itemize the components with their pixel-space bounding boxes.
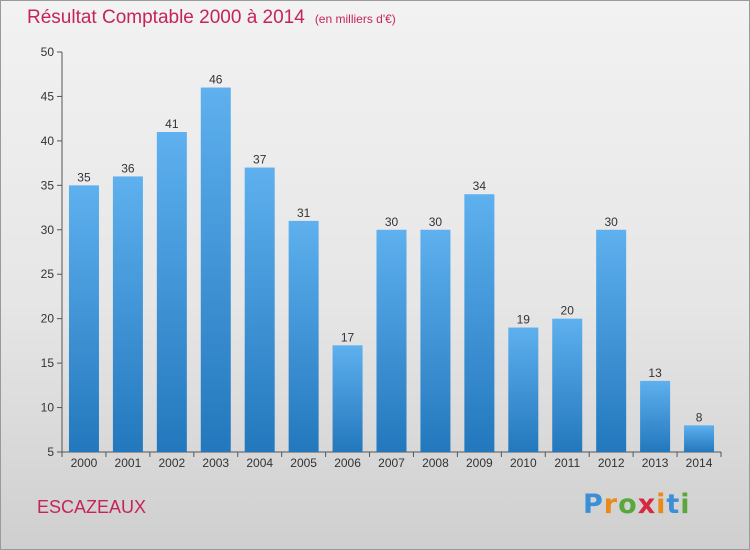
y-tick-label: 40 [41,134,55,148]
bar-2013 [640,380,671,452]
x-tick-label: 2000 [71,456,98,470]
chart-title-text: Résultat Comptable 2000 à 2014 [27,7,305,28]
bars [68,87,715,453]
data-label-2003: 46 [209,73,223,87]
x-tick-label: 2003 [202,456,229,470]
x-tick-label: 2011 [554,456,580,470]
bar-2006 [332,345,363,452]
bar-2001 [112,176,143,452]
x-tick-label: 2004 [246,456,273,470]
y-tick-label: 5 [47,445,54,459]
x-tick-label: 2013 [642,456,669,470]
data-label-2002: 41 [165,117,179,131]
y-tick-label: 50 [41,45,55,59]
bar-2008 [420,229,451,452]
y-tick-label: 20 [41,312,55,326]
logo-letter: t [666,489,681,520]
x-tick-label: 2001 [115,456,142,470]
logo-letter: x [637,489,657,520]
data-label-2011: 20 [561,304,575,318]
logo-letter: i [656,489,667,520]
bar-2000 [68,185,99,453]
x-tick-label: 2007 [378,456,405,470]
data-label-2013: 13 [648,366,662,380]
bar-2012 [596,229,627,452]
data-label-2014: 8 [696,410,703,424]
data-label-2000: 35 [77,170,91,184]
logo-letter: o [618,489,638,520]
data-label-2010: 19 [517,313,531,327]
bar-2004 [244,167,275,453]
data-label-2007: 30 [385,215,399,229]
chart-title: Résultat Comptable 2000 à 2014 (en millie… [27,7,396,29]
bar-2009 [464,194,495,452]
y-tick-label: 25 [41,267,55,281]
bar-2014 [684,425,715,452]
data-label-2008: 30 [429,215,443,229]
y-tick-label: 35 [41,178,55,192]
logo-letter: r [603,489,619,520]
x-tick-label: 2002 [158,456,185,470]
bar-2010 [508,327,539,452]
commune-name: ESCAZEAUX [37,497,147,517]
bar-2002 [156,132,187,452]
chart-subtitle: (en milliers d'€) [314,12,396,26]
x-tick-label: 2012 [598,456,625,470]
logo-letter: P [583,489,604,520]
data-label-2004: 37 [253,153,267,167]
logo-letter: i [680,489,691,520]
data-label-2006: 17 [341,330,355,344]
data-label-2005: 31 [297,206,311,220]
bar-2005 [288,220,319,452]
x-tick-label: 2008 [422,456,449,470]
data-label-2001: 36 [121,161,135,175]
x-tick-label: 2005 [290,456,317,470]
data-label-2012: 30 [604,215,618,229]
proxiti-logo: Proxiti [583,489,691,520]
y-tick-label: 45 [41,89,55,103]
y-tick-label: 15 [41,356,55,370]
bar-2011 [552,318,583,452]
x-tick-label: 2006 [334,456,361,470]
x-tick-label: 2009 [466,456,493,470]
x-tick-label: 2014 [686,456,713,470]
data-labels: 35 36 41 46 37 31 17 30 30 34 19 20 30 13 8 [77,73,702,425]
bar-2007 [376,229,407,452]
bar-2003 [200,87,231,453]
data-label-2009: 34 [473,179,487,193]
y-tick-label: 10 [41,401,55,415]
x-tick-label: 2010 [510,456,537,470]
y-tick-label: 30 [41,223,55,237]
